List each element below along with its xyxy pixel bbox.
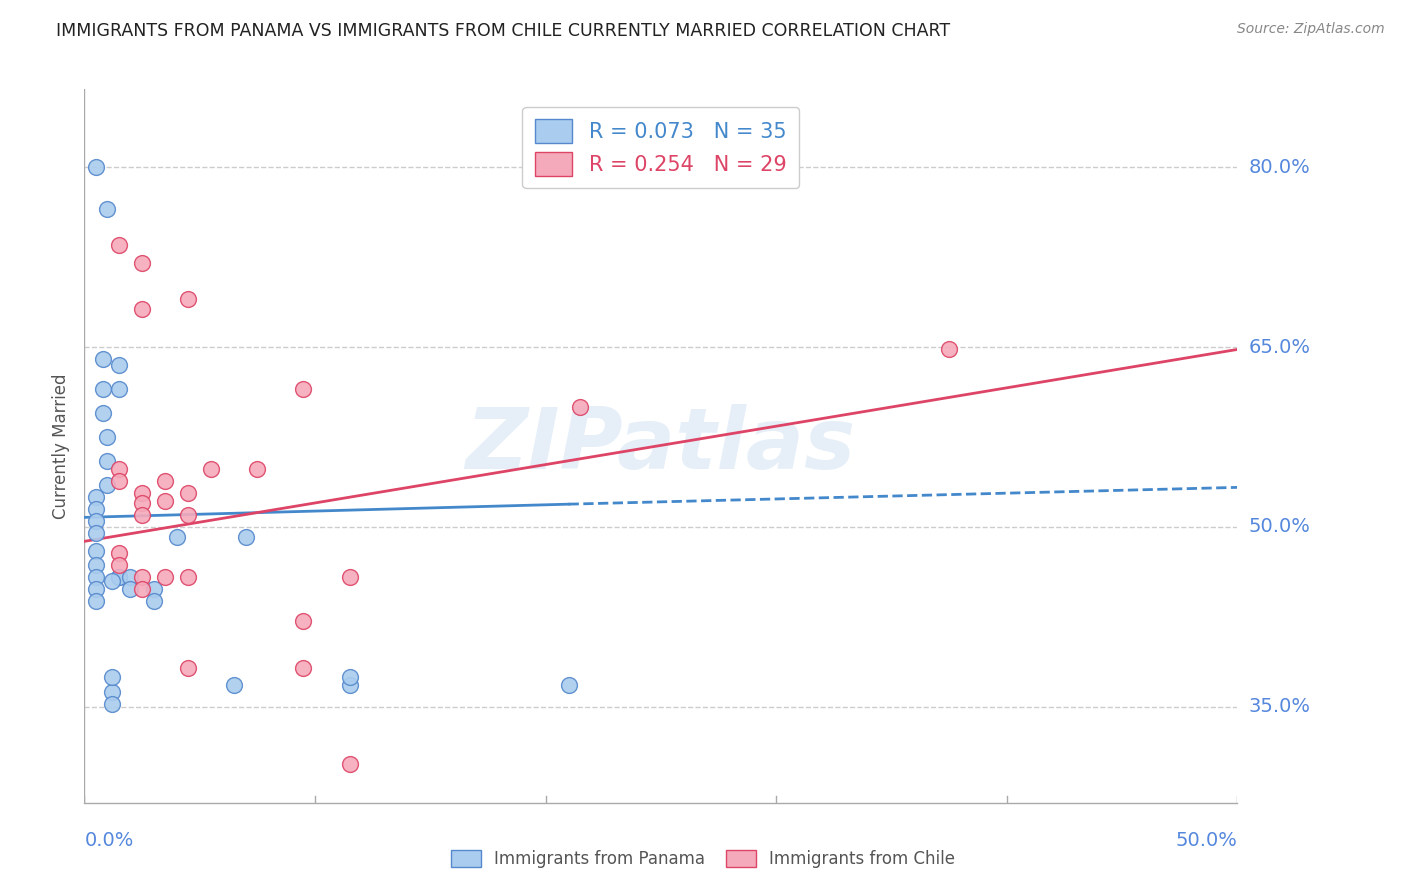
Text: 0.0%: 0.0%: [84, 831, 134, 850]
Point: [292, 382, 315, 396]
Point: [96, 430, 118, 444]
Point: [142, 582, 165, 597]
Point: [108, 462, 131, 476]
Point: [108, 382, 131, 396]
Point: [84, 525, 107, 540]
Point: [96, 202, 118, 216]
Point: [84, 582, 107, 597]
Point: [557, 678, 579, 692]
Point: [569, 400, 592, 414]
Text: Source: ZipAtlas.com: Source: ZipAtlas.com: [1237, 22, 1385, 37]
Point: [108, 558, 131, 573]
Text: ZIPatlas: ZIPatlas: [465, 404, 856, 488]
Y-axis label: Currently Married: Currently Married: [52, 373, 70, 519]
Point: [84, 570, 107, 584]
Point: [91, 352, 114, 367]
Point: [339, 678, 361, 692]
Point: [131, 508, 153, 522]
Point: [938, 343, 960, 357]
Legend: R = 0.073   N = 35, R = 0.254   N = 29: R = 0.073 N = 35, R = 0.254 N = 29: [523, 107, 799, 188]
Point: [84, 558, 107, 573]
Point: [84, 544, 107, 558]
Point: [131, 570, 153, 584]
Point: [108, 358, 131, 372]
Point: [339, 670, 361, 684]
Point: [91, 406, 114, 420]
Point: [177, 570, 200, 584]
Point: [108, 570, 131, 584]
Point: [120, 582, 142, 597]
Point: [200, 462, 222, 476]
Text: 50.0%: 50.0%: [1175, 831, 1237, 850]
Point: [339, 757, 361, 772]
Point: [131, 486, 153, 500]
Text: 65.0%: 65.0%: [1249, 337, 1310, 357]
Point: [153, 570, 176, 584]
Point: [101, 574, 124, 588]
Point: [91, 382, 114, 396]
Point: [101, 698, 124, 712]
Point: [131, 582, 153, 597]
Text: IMMIGRANTS FROM PANAMA VS IMMIGRANTS FROM CHILE CURRENTLY MARRIED CORRELATION CH: IMMIGRANTS FROM PANAMA VS IMMIGRANTS FRO…: [56, 22, 950, 40]
Text: 50.0%: 50.0%: [1249, 517, 1310, 536]
Point: [235, 530, 257, 544]
Point: [84, 502, 107, 516]
Point: [120, 570, 142, 584]
Point: [84, 594, 107, 608]
Point: [224, 678, 246, 692]
Point: [177, 486, 200, 500]
Point: [153, 493, 176, 508]
Point: [108, 546, 131, 560]
Point: [108, 570, 131, 584]
Point: [153, 475, 176, 489]
Point: [84, 490, 107, 504]
Point: [166, 530, 188, 544]
Point: [292, 614, 315, 628]
Point: [246, 462, 269, 476]
Point: [142, 594, 165, 608]
Point: [292, 661, 315, 675]
Point: [177, 292, 200, 306]
Text: 35.0%: 35.0%: [1249, 698, 1310, 716]
Text: 80.0%: 80.0%: [1249, 158, 1310, 177]
Point: [131, 256, 153, 270]
Point: [96, 454, 118, 468]
Point: [101, 670, 124, 684]
Point: [84, 514, 107, 528]
Point: [131, 301, 153, 316]
Legend: Immigrants from Panama, Immigrants from Chile: Immigrants from Panama, Immigrants from …: [444, 843, 962, 875]
Point: [96, 478, 118, 492]
Point: [339, 570, 361, 584]
Point: [108, 238, 131, 252]
Point: [101, 685, 124, 699]
Point: [177, 661, 200, 675]
Point: [177, 508, 200, 522]
Point: [84, 160, 107, 174]
Point: [108, 475, 131, 489]
Point: [131, 496, 153, 510]
